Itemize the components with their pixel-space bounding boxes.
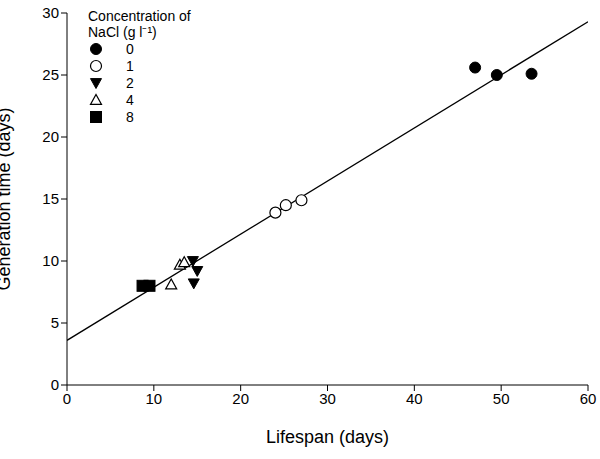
html-text:8: 8 [126, 108, 134, 125]
svg-text:20: 20 [232, 390, 249, 407]
svg-text:15: 15 [42, 190, 59, 207]
svg-text:Lifespan (days): Lifespan (days) [266, 427, 389, 447]
svg-text:10: 10 [145, 390, 162, 407]
svg-text:20: 20 [42, 128, 59, 145]
html-text:0: 0 [126, 40, 134, 57]
svg-text:10: 10 [42, 252, 59, 269]
html-text:2: 2 [126, 74, 134, 91]
svg-text:50: 50 [493, 390, 510, 407]
svg-text:40: 40 [406, 390, 423, 407]
svg-text:25: 25 [42, 66, 59, 83]
svg-text:0: 0 [51, 376, 59, 393]
svg-text:30: 30 [42, 4, 59, 21]
html-text:4: 4 [126, 91, 134, 108]
svg-text:0: 0 [63, 390, 71, 407]
html-text:1: 1 [126, 57, 134, 74]
svg-text:30: 30 [319, 390, 336, 407]
html-text:Concentration of NaCl (g l⁻¹): Concentration of NaCl (g l⁻¹) [88, 8, 191, 40]
svg-text:5: 5 [51, 314, 59, 331]
svg-text:60: 60 [580, 390, 592, 407]
svg-text:Generation time (days): Generation time (days) [8, 107, 14, 290]
